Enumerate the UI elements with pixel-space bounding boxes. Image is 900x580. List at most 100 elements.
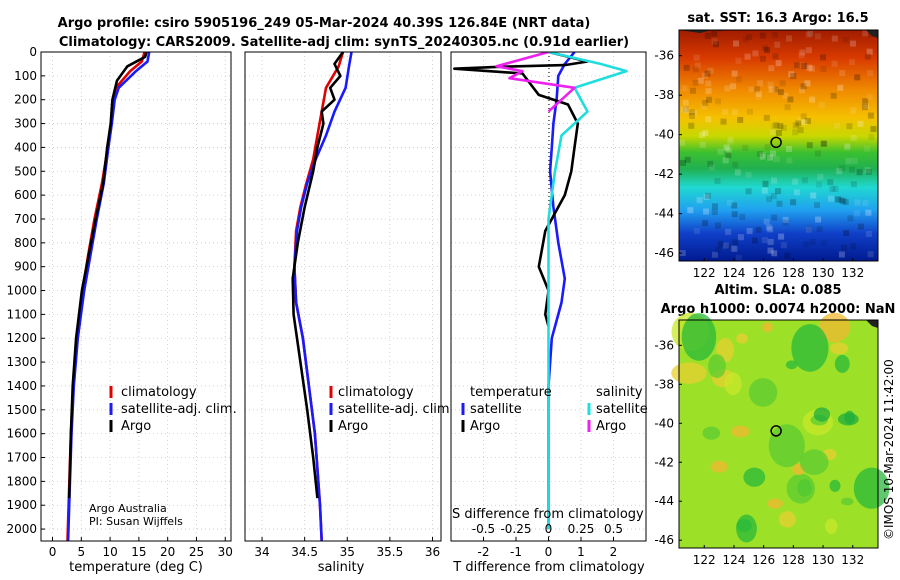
coastline — [866, 320, 878, 328]
sst-texture-cell — [831, 35, 838, 42]
argo-location-marker — [770, 425, 782, 437]
sst-texture-cell — [765, 224, 772, 231]
sst-texture-cell — [727, 136, 734, 143]
sst-texture-cell — [816, 181, 823, 188]
y-tick-label: 700 — [14, 212, 37, 226]
sst-texture-cell — [705, 88, 712, 95]
map-y-tick-label: -46 — [654, 246, 674, 260]
legend-argo-label: Argo — [121, 419, 151, 434]
sst-texture-cell — [867, 251, 874, 258]
sst-texture-cell — [788, 71, 795, 78]
sst-texture-cell — [755, 93, 762, 100]
sst-texture-cell — [805, 31, 812, 38]
sst-texture-cell — [730, 245, 737, 252]
sst-texture-cell — [831, 60, 838, 67]
map-x-tick-label: 124 — [722, 553, 745, 567]
sst-texture-cell — [809, 239, 816, 246]
sst-texture-cell — [850, 243, 857, 250]
sst-texture-cell — [868, 133, 875, 140]
legend-climatology-label: climatology — [121, 385, 197, 400]
sst-texture-cell — [767, 247, 774, 254]
sla-anomaly-blob — [710, 460, 728, 473]
sst-texture-cell — [730, 83, 736, 90]
sst-texture-cell — [801, 62, 808, 69]
sst-texture-cell — [862, 98, 869, 105]
sst-texture-cell — [775, 60, 782, 67]
sst-texture-cell — [759, 55, 766, 62]
sst-texture-cell — [734, 169, 741, 176]
map-x-tick-label: 122 — [693, 553, 716, 567]
sst-texture-cell — [815, 150, 821, 157]
y-tick-label: 1900 — [6, 498, 37, 512]
sst-texture-cell — [683, 64, 690, 71]
temperature-legend: climatology satellite-adj. clim. Argo — [109, 385, 237, 434]
map-y-tick-label: -42 — [654, 167, 674, 181]
sst-texture-cell — [691, 110, 698, 116]
sst-texture-cell — [683, 107, 690, 114]
map-y-tick-label: -42 — [654, 455, 674, 469]
legend-s-satellite-label: satellite — [596, 402, 648, 417]
sst-texture-cell — [786, 146, 792, 152]
sst-texture-cell — [751, 237, 758, 244]
map-x-tick-label: 124 — [722, 266, 745, 280]
sst-texture-cell — [711, 209, 718, 216]
sst-texture-cell — [688, 109, 695, 116]
sst-texture-cell — [810, 192, 817, 199]
sst-texture-cell — [801, 119, 808, 126]
sst-texture-cell — [692, 79, 699, 86]
sst-texture-cell — [759, 32, 766, 39]
sst-texture-cell — [795, 120, 802, 127]
map-y-tick-label: -38 — [654, 88, 674, 102]
sst-texture-cell — [854, 74, 861, 81]
sst-texture-cell — [709, 164, 715, 171]
y-tick-label: 1200 — [6, 331, 37, 345]
sst-texture-cell — [863, 103, 870, 110]
sla-anomaly-blob — [778, 511, 796, 528]
sst-texture-cell — [777, 123, 784, 130]
sst-texture-cell — [731, 211, 738, 218]
s-diff-tick-label: 0.5 — [604, 522, 623, 536]
sst-texture-cell — [842, 199, 849, 205]
sst-texture-cell — [804, 118, 811, 125]
legend-temperature-title: temperature — [470, 385, 552, 400]
legend-argo-label: Argo — [338, 419, 368, 434]
sst-texture-cell — [735, 57, 742, 64]
map-x-tick-label: 128 — [782, 266, 805, 280]
map-y-tick-label: -36 — [654, 338, 674, 352]
sst-texture-cell — [733, 40, 739, 47]
sst-texture-cell — [711, 38, 718, 45]
sst-texture-cell — [732, 161, 739, 168]
y-tick-label: 1300 — [6, 355, 37, 369]
sst-texture-cell — [792, 122, 799, 129]
x-tick-label: 1 — [577, 545, 585, 559]
x-tick-label: 35 — [340, 545, 355, 559]
sst-texture-cell — [731, 70, 738, 77]
sst-texture-cell — [769, 129, 776, 136]
legend-satellite-label: satellite-adj. clim. — [121, 402, 237, 417]
sla-anomaly-blob — [799, 449, 829, 476]
sst-texture-cell — [784, 104, 791, 111]
sst-texture-cell — [704, 70, 711, 77]
figure-title-line2: Climatology: CARS2009. Satellite-adj cli… — [59, 35, 629, 50]
sla-anomaly-blob — [708, 354, 726, 379]
sst-texture-cell — [806, 142, 813, 149]
sst-texture-cell — [800, 83, 807, 90]
sst-texture-cell — [756, 151, 763, 157]
sst-texture-cell — [864, 167, 871, 174]
sst-texture-cell — [715, 98, 721, 105]
map-y-tick-label: -44 — [654, 207, 674, 221]
sst-texture-cell — [864, 145, 871, 152]
sst-texture-cell — [757, 80, 764, 87]
sst-texture-cell — [837, 84, 844, 91]
sst-texture-cell — [736, 76, 742, 83]
sst-texture-cell — [815, 33, 821, 40]
sst-texture-cell — [726, 138, 733, 145]
sst-texture-cell — [722, 108, 729, 115]
sst-texture-cell — [682, 106, 689, 113]
sla-anomaly-blob — [791, 324, 829, 372]
sst-texture-cell — [798, 52, 805, 59]
sst-texture-cell — [807, 30, 814, 37]
sla-anomaly-blob — [767, 498, 783, 509]
sst-texture-cell — [864, 53, 871, 60]
map-y-tick-label: -36 — [654, 49, 674, 63]
